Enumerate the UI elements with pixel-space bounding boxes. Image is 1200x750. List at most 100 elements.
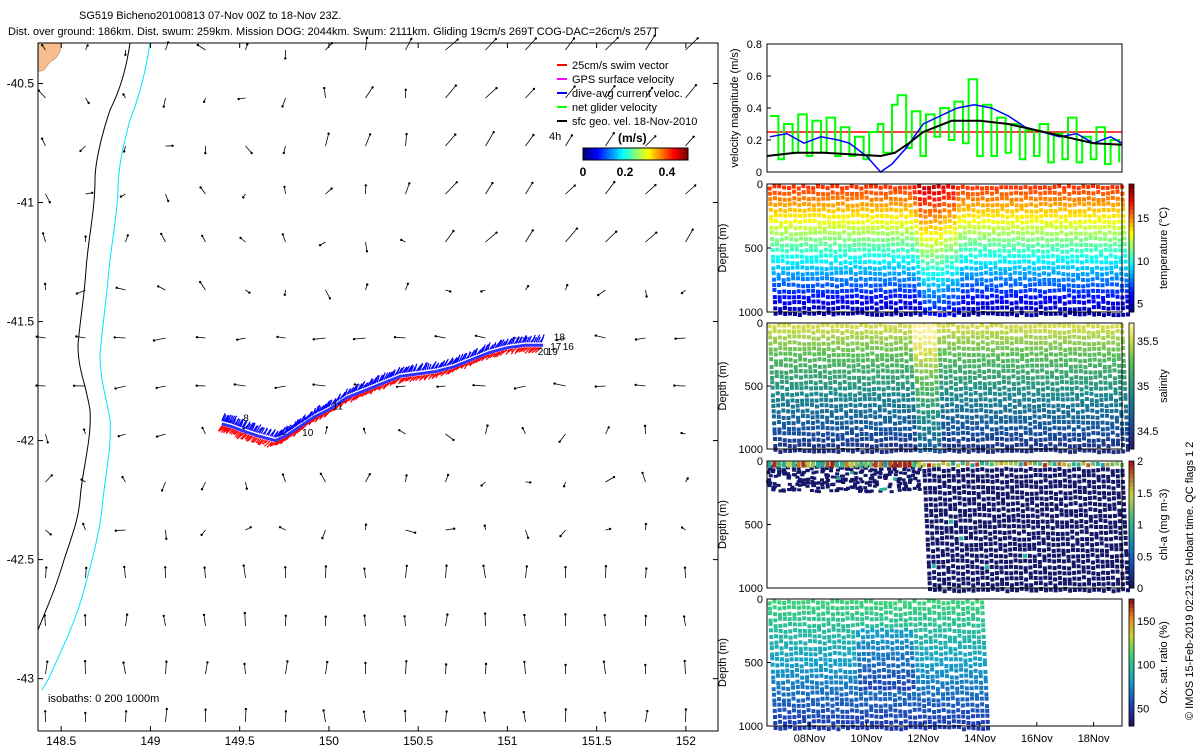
data-point	[914, 368, 919, 373]
data-point	[975, 325, 980, 330]
data-point	[925, 387, 930, 391]
data-point	[986, 347, 990, 352]
swim-vector	[235, 431, 242, 439]
data-point	[786, 409, 791, 414]
velocity-arrow	[514, 385, 526, 389]
data-point	[863, 282, 868, 287]
data-point	[850, 442, 855, 447]
data-point	[807, 449, 812, 453]
data-point	[1021, 243, 1026, 248]
colorbar-frame	[582, 147, 689, 161]
velocity-arrow-head	[573, 85, 576, 88]
track-day-label: 17	[550, 342, 562, 353]
velocity-arrow-head	[202, 613, 206, 617]
y-tick-label: 1000	[739, 307, 763, 319]
data-point	[774, 231, 779, 236]
velocity-arrow	[163, 615, 166, 627]
data-point	[896, 261, 901, 266]
data-point	[834, 270, 839, 275]
swim-vector	[385, 381, 392, 387]
data-point	[1043, 430, 1048, 435]
data-point	[1036, 259, 1041, 264]
data-point	[1047, 421, 1052, 426]
data-point	[944, 243, 949, 248]
data-point	[1111, 207, 1116, 212]
velocity-arrow	[435, 335, 446, 339]
data-point	[904, 226, 909, 231]
data-point	[1039, 226, 1044, 230]
velocity-arrow-head	[692, 135, 695, 138]
velocity-arrow-head	[362, 710, 366, 713]
data-point	[1027, 397, 1031, 402]
data-point	[893, 421, 897, 426]
velocity-arrow-head	[368, 473, 371, 476]
data-point	[928, 357, 933, 362]
velocity-arrow	[42, 233, 46, 243]
data-point	[787, 290, 791, 294]
data-point	[777, 329, 782, 334]
data-point	[1064, 232, 1069, 237]
data-point	[772, 295, 777, 300]
swim-vector	[226, 428, 233, 434]
data-point	[1032, 277, 1037, 282]
colorbar-frame	[1128, 322, 1135, 450]
data-point	[943, 375, 948, 380]
data-point	[958, 243, 963, 248]
data-point	[816, 329, 821, 334]
data-point	[1101, 313, 1106, 318]
data-point	[833, 379, 837, 384]
data-point	[876, 231, 880, 236]
data-point	[1114, 264, 1119, 269]
data-point	[1086, 438, 1091, 443]
data-point	[835, 329, 840, 333]
velocity-arrow	[123, 662, 126, 675]
data-point	[771, 266, 776, 271]
data-point	[826, 443, 831, 448]
data-point	[778, 346, 783, 351]
data-point	[802, 301, 806, 305]
data-point	[859, 191, 864, 196]
data-point	[986, 225, 991, 230]
velocity-arrow-head	[573, 184, 576, 187]
data-point	[831, 306, 836, 311]
data-point	[1109, 260, 1114, 265]
swim-vector	[219, 426, 226, 432]
data-point	[1006, 364, 1011, 369]
data-point	[850, 294, 854, 299]
data-point	[995, 448, 1000, 453]
data-point	[783, 351, 788, 356]
data-point	[1097, 363, 1102, 367]
data-point	[878, 288, 883, 293]
data-point	[1038, 191, 1043, 196]
data-point	[1068, 224, 1073, 229]
data-point	[920, 386, 925, 391]
data-point	[846, 486, 851, 490]
data-point	[929, 370, 934, 374]
data-point	[1107, 369, 1112, 374]
data-point	[1058, 449, 1063, 454]
data-point	[1029, 209, 1034, 214]
data-point	[1057, 330, 1062, 335]
data-point	[792, 196, 797, 201]
data-point	[1081, 415, 1085, 420]
data-point	[1100, 413, 1105, 418]
data-point	[985, 190, 990, 195]
data-point	[969, 398, 974, 403]
data-point	[932, 575, 937, 580]
data-point	[817, 208, 821, 212]
data-point	[879, 450, 884, 454]
data-point	[909, 231, 914, 236]
data-point	[904, 364, 909, 369]
data-point	[1104, 266, 1109, 271]
data-point	[946, 328, 951, 333]
data-point	[970, 334, 975, 339]
data-point	[1047, 324, 1052, 329]
data-point	[994, 420, 999, 425]
velocity-arrow	[525, 88, 535, 99]
colorbar-cell	[635, 148, 639, 160]
data-point	[773, 209, 778, 214]
swim-vector	[256, 438, 262, 444]
data-point	[1097, 225, 1102, 230]
data-point	[1112, 368, 1117, 373]
data-point	[1048, 197, 1053, 202]
